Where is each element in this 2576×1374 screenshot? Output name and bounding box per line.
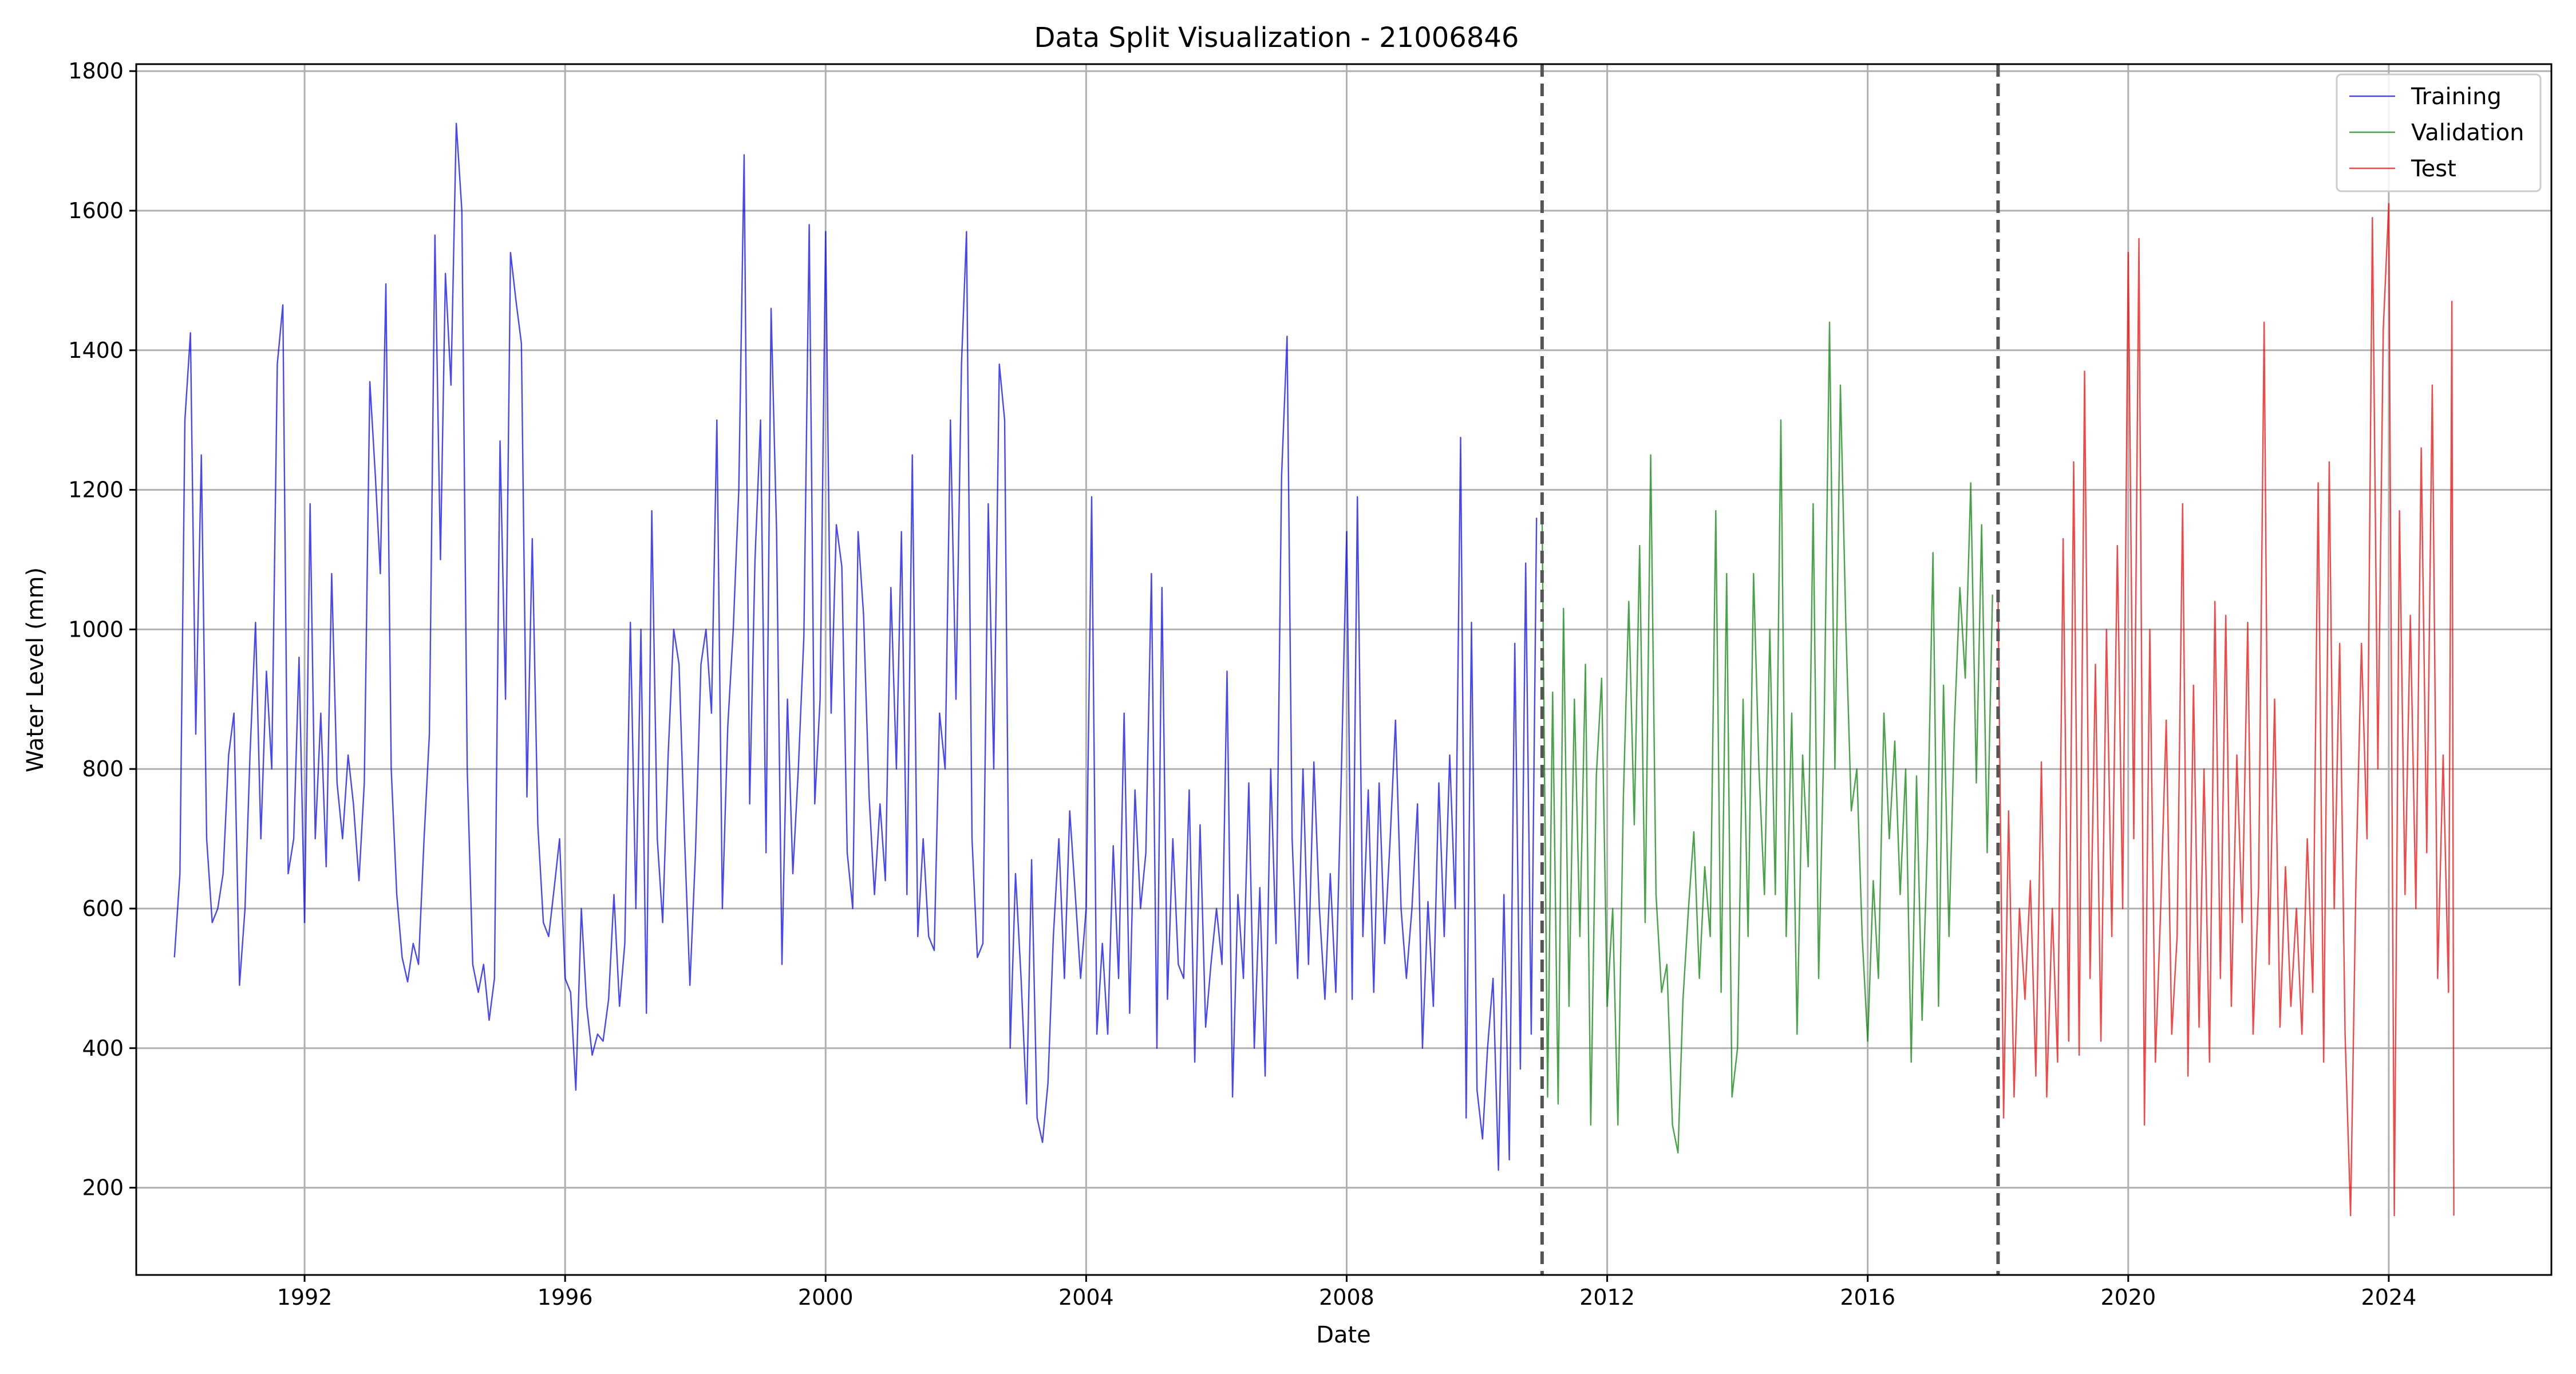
y-tick-label: 600 [82, 896, 124, 921]
x-tick-label: 1992 [277, 1285, 333, 1310]
y-tick-label: 1400 [68, 338, 124, 363]
y-tick-label: 1200 [68, 477, 124, 503]
y-tick-label: 400 [82, 1036, 124, 1061]
split-markers [1540, 64, 2000, 1275]
axis-ticks: 1992 1996 2000 2004 2008 2012 2016 2020 2024 200 4… [68, 58, 2416, 1310]
series-line-validation [1541, 321, 1993, 1154]
legend-label-training: Training [2411, 84, 2502, 110]
plot-area [173, 123, 2455, 1217]
x-tick-label: 2000 [798, 1285, 854, 1310]
legend-box [2336, 73, 2542, 192]
series-line-test [1997, 203, 2455, 1217]
chart-title: Data Split Visualization - 21006846 [1034, 22, 1519, 54]
y-tick-label: 1600 [68, 198, 124, 223]
y-tick-label: 800 [82, 756, 124, 781]
x-tick-label: 2024 [2361, 1285, 2417, 1310]
y-tick-label: 1000 [68, 617, 124, 642]
x-tick-label: 2020 [2100, 1285, 2156, 1310]
y-tick-label: 1800 [68, 58, 124, 84]
x-tick-label: 2004 [1058, 1285, 1114, 1310]
plot-frame [135, 63, 2553, 1276]
x-tick-label: 1996 [538, 1285, 593, 1310]
series-line-training [173, 123, 1538, 1171]
legend: Training Validation Test [2336, 73, 2542, 192]
x-axis-label: Date [1316, 1322, 1371, 1348]
x-tick-label: 2008 [1319, 1285, 1374, 1310]
legend-label-test: Test [2411, 156, 2456, 182]
x-tick-label: 2012 [1579, 1285, 1635, 1310]
y-tick-label: 200 [82, 1175, 124, 1201]
y-axis-label: Water Level (mm) [22, 567, 49, 772]
legend-label-validation: Validation [2411, 120, 2524, 146]
x-tick-label: 2016 [1840, 1285, 1895, 1310]
